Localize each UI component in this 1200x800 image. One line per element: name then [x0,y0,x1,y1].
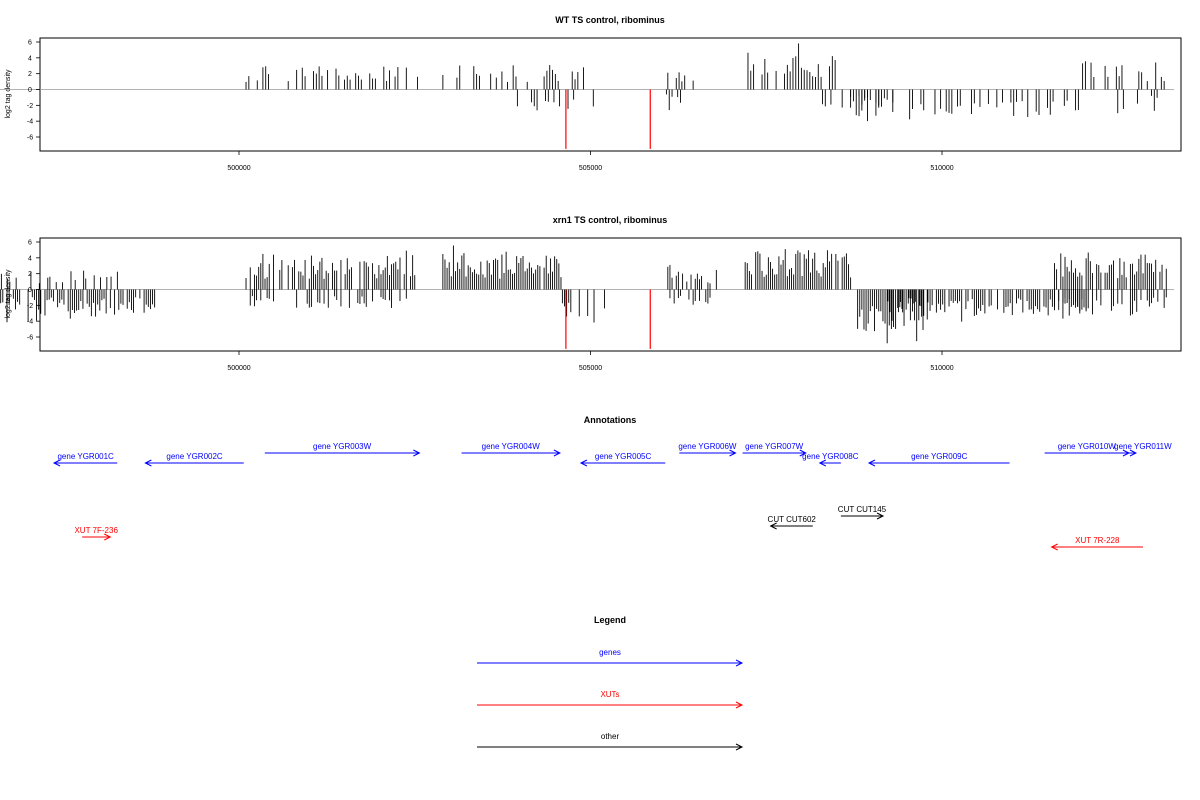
y-tick-label: 0 [28,87,32,94]
xrn1-x-ticks: 500000 505000 510000 [227,351,954,372]
legend-item-other: other [477,732,744,751]
legend-item-xuts: XUTs [477,690,744,709]
feature-label: XUT 7F-236 [74,526,118,535]
xrn1-density-panel: xrn1 TS control, ribominus log2 tag dens… [0,215,1182,372]
feature-label: gene YGR001C [57,452,114,461]
y-tick-label: 4 [28,255,32,262]
feature-label: gene YGR006W [678,442,737,451]
feature-label: gene YGR008C [802,452,859,461]
y-tick-label: -4 [27,319,33,326]
xrn1-bars-layer [0,245,1174,349]
x-tick-label: 500000 [227,365,250,372]
feature-arrow-head [769,522,777,530]
annotation-feature: CUT CUT145 [838,505,887,520]
legend-items: genes XUTs other [477,648,744,751]
feature-label: gene YGR011W [1114,442,1172,451]
wt-panel-title: WT TS control, ribominus [555,15,665,25]
feature-arrow-head [104,533,112,541]
annotation-feature: gene YGR007W [742,442,807,457]
feature-label: XUT 7R-228 [1075,536,1120,545]
feature-arrow-head [579,459,588,467]
annotation-feature: gene YGR011W [1114,442,1172,457]
legend-arrow-head [735,743,744,751]
legend: Legend genes XUTs other [477,615,744,751]
xrn1-y-axis-label: log2 tag density [5,269,12,319]
annotation-feature: XUT 7F-236 [74,526,118,541]
annotation-feature: gene YGR009C [867,452,1010,467]
wt-y-axis-label: log2 tag density [5,69,12,119]
annotations-track: Annotations gene YGR001C gene YGR002Cgene… [52,415,1172,551]
wt-bars-layer [0,43,1174,149]
y-tick-label: 0 [28,287,32,294]
x-tick-label: 510000 [930,165,953,172]
feature-label: CUT CUT602 [768,515,817,524]
legend-title: Legend [594,615,626,625]
annotation-feature: gene YGR002C [144,452,244,467]
feature-label: CUT CUT145 [838,505,887,514]
feature-label: gene YGR002C [166,452,223,461]
annotation-feature: gene YGR004W [461,442,561,457]
legend-arrow-head [735,659,744,667]
legend-label: XUTs [600,690,619,699]
feature-arrow-head [1050,543,1058,551]
legend-label: genes [599,648,621,657]
feature-label: gene YGR010W [1058,442,1117,451]
feature-label: gene YGR005C [595,452,652,461]
x-tick-label: 505000 [579,165,602,172]
y-tick-label: -4 [27,119,33,126]
y-tick-label: -6 [27,335,33,342]
y-tick-label: 6 [28,40,32,47]
y-tick-label: 6 [28,240,32,247]
annotation-feature: gene YGR003W [264,442,421,457]
xrn1-y-ticks: 6 4 2 0 -2 -4 -6 [27,240,40,342]
x-tick-label: 505000 [579,365,602,372]
annotation-feature: XUT 7R-228 [1050,536,1143,551]
feature-arrow-head [799,449,807,457]
y-tick-label: 4 [28,55,32,62]
feature-arrow-head [1129,449,1138,457]
annotation-feature: gene YGR001C [52,452,118,467]
feature-label: gene YGR007W [745,442,804,451]
feature-arrow-head [876,512,885,520]
annotation-feature: CUT CUT602 [768,515,817,530]
legend-label: other [601,732,620,741]
feature-label: gene YGR009C [911,452,968,461]
feature-arrow-head [144,459,152,467]
annotation-feature: gene YGR005C [579,452,666,467]
annotation-features: gene YGR001C gene YGR002C gene YGR003W gene… [52,442,1172,551]
annotation-feature: gene YGR006W [678,442,737,457]
wt-y-ticks: 6 4 2 0 -2 -4 -6 [27,40,40,142]
feature-arrow-head [729,449,737,457]
feature-arrow-head [553,449,561,457]
legend-item-genes: genes [477,648,744,667]
feature-arrow-head [52,459,61,467]
xrn1-panel-title: xrn1 TS control, ribominus [553,215,668,225]
xrn1-plot-frame [39,237,1182,352]
wt-plot-frame [39,37,1182,152]
feature-arrow-head [818,459,827,467]
y-tick-label: -2 [27,103,33,110]
y-tick-label: -6 [27,135,33,142]
wt-density-panel: WT TS control, ribominus log2 tag densit… [0,15,1182,172]
legend-arrow-head [735,701,744,709]
y-tick-label: -2 [27,303,33,310]
annotation-feature: gene YGR008C [802,452,859,467]
feature-label: gene YGR003W [313,442,372,451]
feature-label: gene YGR004W [482,442,541,451]
x-tick-label: 510000 [930,365,953,372]
wt-x-ticks: 500000 505000 510000 [227,151,954,172]
y-tick-label: 2 [28,71,32,78]
annotations-title: Annotations [584,415,637,425]
feature-arrow-head [867,459,876,467]
x-tick-label: 500000 [227,165,250,172]
feature-arrow-head [413,449,421,457]
y-tick-label: 2 [28,271,32,278]
